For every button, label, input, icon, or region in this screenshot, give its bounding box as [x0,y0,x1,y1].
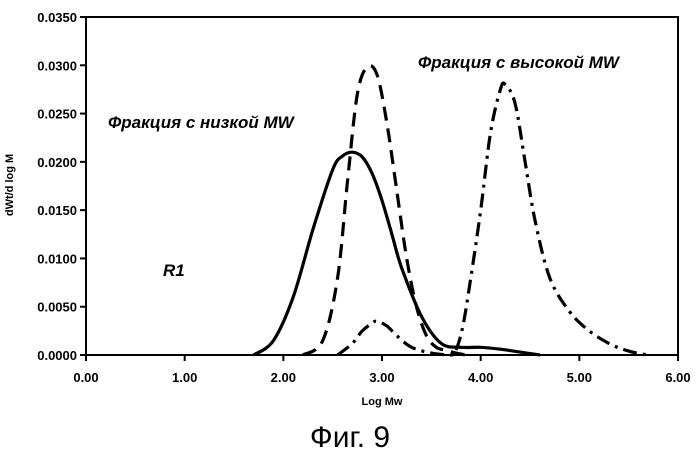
x-tick-label: 1.00 [172,370,197,385]
x-tick-label: 0.00 [73,370,98,385]
x-tick-label: 5.00 [567,370,592,385]
annotation-r1: R1 [163,261,185,280]
figure-caption: Фиг. 9 [310,421,390,454]
x-axis-title: Log Mw [362,396,403,408]
series-line-dash-dot [338,83,649,355]
y-axis: 0.0000 0.0050 0.0100 0.0150 0.0200 0.0250 0.03… [37,10,86,363]
x-tick-label: 6.00 [665,370,690,385]
y-axis-title: dWt/d log M [4,154,16,216]
y-tick-label: 0.0200 [37,155,77,170]
x-tick-label: 2.00 [271,370,296,385]
y-tick-label: 0.0050 [37,300,77,315]
y-tick-label: 0.0150 [37,203,77,218]
y-tick-label: 0.0350 [37,10,77,25]
annotation-high-mw: Фракция с высокой MW [418,53,621,72]
y-tick-label: 0.0300 [37,58,77,73]
annotation-low-mw: Фракция с низкой MW [108,113,296,132]
y-tick-label: 0.0250 [37,107,77,122]
y-tick-label: 0.0100 [37,251,77,266]
x-tick-label: 3.00 [369,370,394,385]
series-layer [254,66,649,355]
x-tick-label: 4.00 [468,370,493,385]
x-axis: 0.00 1.00 2.00 3.00 4.00 5.00 6.00 [73,355,690,385]
y-tick-label: 0.0000 [37,348,77,363]
